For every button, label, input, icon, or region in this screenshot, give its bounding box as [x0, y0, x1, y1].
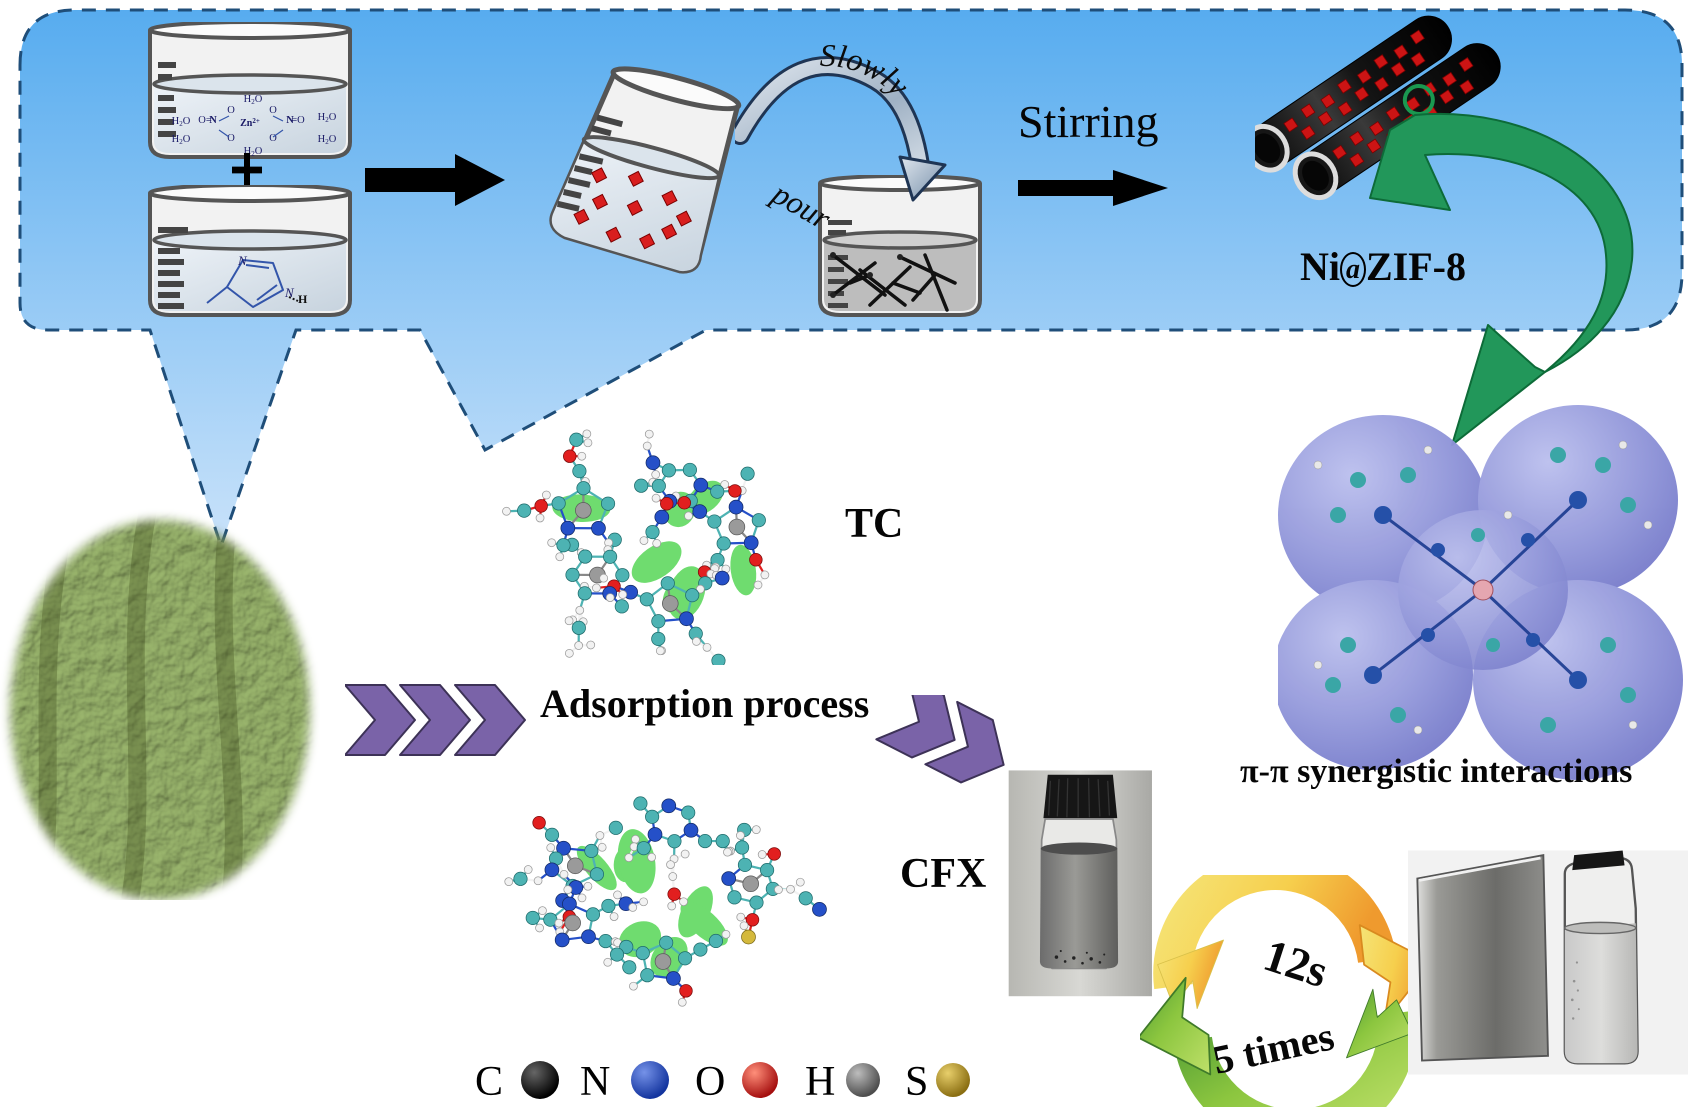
svg-text:C: C	[475, 1059, 503, 1105]
svg-text:5 times: 5 times	[1209, 1013, 1338, 1082]
svg-text:O: O	[269, 105, 277, 116]
svg-text:H: H	[805, 1059, 835, 1105]
svg-text:N: N	[237, 253, 248, 268]
svg-text:pour: pour	[765, 174, 838, 237]
svg-text:O: O	[227, 133, 235, 144]
svg-text:O=: O=	[198, 115, 212, 126]
svg-text:O: O	[227, 105, 235, 116]
svg-text:N: N	[580, 1059, 610, 1105]
svg-text:O: O	[695, 1059, 725, 1105]
svg-text:H: H	[298, 292, 308, 306]
svg-text:12s: 12s	[1258, 929, 1334, 997]
svg-text:=O: =O	[291, 115, 305, 126]
svg-text:S: S	[905, 1059, 928, 1105]
